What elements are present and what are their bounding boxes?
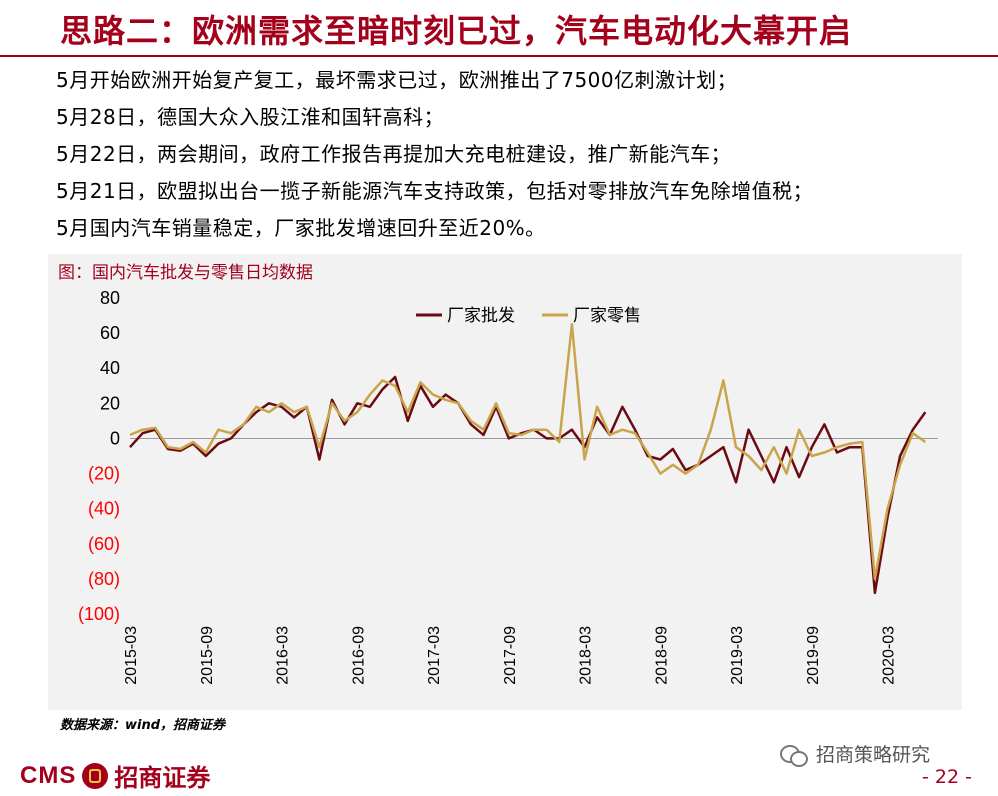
x-tick-label: 2016-03 bbox=[275, 626, 292, 685]
wechat-account-name: 招商策略研究 bbox=[816, 744, 931, 766]
chart-panel bbox=[48, 254, 962, 710]
x-tick-label: 2020-03 bbox=[881, 626, 898, 685]
bullet-item: 5月开始欧洲开始复产复工，最坏需求已过，欧洲推出了7500亿刺激计划； bbox=[56, 68, 738, 92]
y-tick-label: (60) bbox=[88, 534, 120, 554]
x-tick-label: 2019-03 bbox=[729, 626, 746, 685]
y-tick-label: (100) bbox=[78, 604, 120, 624]
y-tick-label: 0 bbox=[110, 428, 120, 448]
x-tick-label: 2015-09 bbox=[199, 626, 216, 685]
wechat-icon bbox=[780, 743, 810, 767]
y-tick-label: (40) bbox=[88, 499, 120, 519]
x-tick-label: 2016-09 bbox=[350, 626, 367, 685]
chart-caption: 图：国内汽车批发与零售日均数据 bbox=[58, 263, 313, 283]
x-tick-label: 2017-03 bbox=[426, 626, 443, 685]
y-tick-label: 20 bbox=[100, 393, 120, 413]
company-logo: CMS 招商证券 bbox=[20, 758, 210, 793]
y-tick-label: 80 bbox=[100, 288, 120, 308]
logo-text-cn: 招商证券 bbox=[114, 763, 211, 792]
bullet-list: 5月开始欧洲开始复产复工，最坏需求已过，欧洲推出了7500亿刺激计划； 5月28… bbox=[56, 62, 998, 247]
x-tick-label: 2017-09 bbox=[502, 626, 519, 685]
page-title: 思路二：欧洲需求至暗时刻已过，汽车电动化大幕开启 bbox=[60, 12, 853, 50]
x-tick-label: 2018-09 bbox=[653, 626, 670, 685]
y-tick-label: 40 bbox=[100, 358, 120, 378]
series-line bbox=[129, 323, 927, 581]
data-source-note: 数据来源：wind，招商证券 bbox=[60, 718, 226, 733]
y-tick-label: 60 bbox=[100, 323, 120, 343]
legend-label: 厂家批发 bbox=[447, 306, 515, 326]
bullet-item: 5月国内汽车销量稳定，厂家批发增速回升至近20%。 bbox=[56, 216, 546, 240]
bullet-item: 5月28日，德国大众入股江淮和国轩高科； bbox=[56, 105, 445, 129]
page-number: - 22 - bbox=[922, 766, 972, 788]
logo-text-en: CMS bbox=[20, 761, 77, 789]
bullet-item: 5月22日，两会期间，政府工作报告再提加大充电桩建设，推广新能汽车； bbox=[56, 142, 732, 166]
legend-label: 厂家零售 bbox=[573, 306, 641, 326]
line-chart: 80 60 40 20 0 (20) (40) (60) (80) (100)2015-03 201… bbox=[78, 288, 938, 685]
wechat-account: 招商策略研究 bbox=[780, 740, 930, 767]
y-tick-label: (20) bbox=[88, 464, 120, 484]
x-tick-label: 2015-03 bbox=[123, 626, 140, 685]
logo-emblem-icon bbox=[82, 762, 109, 789]
y-tick-label: (80) bbox=[88, 569, 120, 589]
x-tick-label: 2019-09 bbox=[805, 626, 822, 685]
bullet-item: 5月21日，欧盟拟出台一揽子新能源汽车支持政策，包括对零排放汽车免除增值税； bbox=[56, 179, 814, 203]
series-line bbox=[129, 375, 927, 595]
x-tick-label: 2018-03 bbox=[578, 626, 595, 685]
title-divider bbox=[0, 55, 998, 57]
